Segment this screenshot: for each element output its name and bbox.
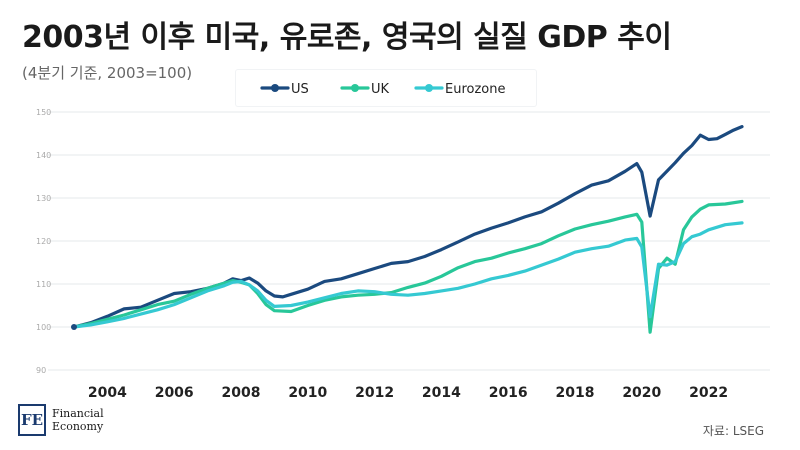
publisher-logo: FE Financial Economy bbox=[18, 404, 104, 436]
y-tick-label: 120 bbox=[36, 237, 51, 246]
y-tick-label: 110 bbox=[36, 280, 51, 289]
x-tick-label: 2012 bbox=[355, 385, 394, 401]
chart-title: 2003년 이후 미국, 유로존, 영국의 실질 GDP 추이 bbox=[22, 20, 672, 55]
y-tick-label: 130 bbox=[36, 194, 51, 203]
x-tick-label: 2014 bbox=[422, 385, 461, 401]
legend-label-eurozone: Eurozone bbox=[445, 82, 505, 97]
legend-marker-us bbox=[271, 84, 279, 92]
start-point-marker bbox=[71, 324, 77, 330]
y-tick-label: 100 bbox=[36, 323, 51, 332]
x-tick-label: 2008 bbox=[222, 385, 261, 401]
logo-mark: FE bbox=[18, 404, 46, 436]
legend-label-uk: UK bbox=[371, 82, 390, 97]
x-tick-label: 2022 bbox=[689, 385, 728, 401]
x-tick-label: 2018 bbox=[556, 385, 595, 401]
legend-marker-uk bbox=[351, 84, 359, 92]
legend-marker-eurozone bbox=[425, 84, 433, 92]
x-tick-label: 2016 bbox=[489, 385, 528, 401]
legend-label-us: US bbox=[291, 82, 309, 97]
x-tick-label: 2006 bbox=[155, 385, 194, 401]
logo-line-1: Financial bbox=[52, 407, 104, 420]
x-tick-label: 2004 bbox=[88, 385, 127, 401]
series-line-uk bbox=[72, 199, 744, 334]
x-tick-label: 2010 bbox=[288, 385, 327, 401]
y-tick-label: 150 bbox=[36, 108, 51, 117]
series-line-eurozone bbox=[72, 221, 744, 329]
y-tick-label: 90 bbox=[36, 366, 46, 375]
source-note: 자료: LSEG bbox=[702, 424, 764, 438]
x-tick-label: 2020 bbox=[622, 385, 661, 401]
chart-subtitle: (4분기 기준, 2003=100) bbox=[22, 64, 193, 82]
logo-text: Financial Economy bbox=[52, 407, 104, 433]
logo-line-2: Economy bbox=[52, 420, 104, 433]
y-tick-label: 140 bbox=[36, 151, 51, 160]
